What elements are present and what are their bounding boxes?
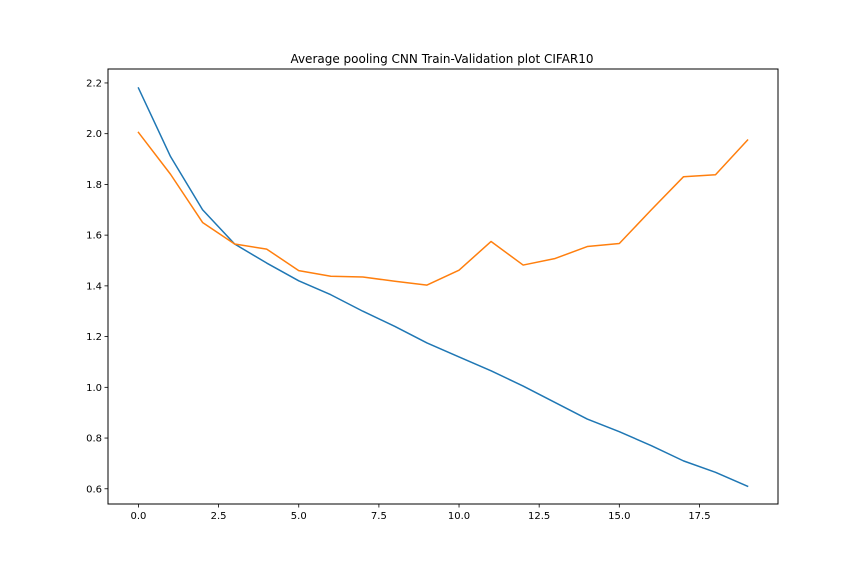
x-tick-label: 7.5 <box>371 511 387 522</box>
y-tick-label: 0.6 <box>86 484 102 495</box>
x-tick-label: 12.5 <box>528 511 550 522</box>
series-line-2 <box>137 131 749 286</box>
y-tick-label: 1.6 <box>86 231 102 242</box>
series-layer <box>137 87 749 488</box>
x-tick-label: 10.0 <box>448 511 470 522</box>
x-axis: 0.0 2.5 5.0 7.5 10.0 12.5 15.0 17.5 <box>131 504 711 522</box>
series-line-1 <box>137 87 749 488</box>
y-tick-label: 2.2 <box>86 78 102 89</box>
y-tick-label: 1.2 <box>86 332 102 343</box>
y-tick-label: 1.4 <box>86 281 102 292</box>
plot-area: 0.0 2.5 5.0 7.5 10.0 12.5 15.0 17.5 0.6 0.8 1.0 1.… <box>86 68 779 522</box>
x-tick-label: 0.0 <box>131 511 147 522</box>
chart-title: Average pooling CNN Train-Validation plo… <box>290 52 593 66</box>
y-tick-label: 1.0 <box>86 383 102 394</box>
x-tick-label: 2.5 <box>211 511 227 522</box>
x-tick-label: 17.5 <box>688 511 710 522</box>
y-tick-label: 1.8 <box>86 180 102 191</box>
x-tick-label: 15.0 <box>608 511 630 522</box>
x-tick-label: 5.0 <box>291 511 307 522</box>
y-tick-label: 0.8 <box>86 434 102 445</box>
y-tick-label: 2.0 <box>86 129 102 140</box>
plot-frame <box>107 68 779 505</box>
y-axis: 0.6 0.8 1.0 1.2 1.4 1.6 1.8 2.0 2.2 <box>86 78 108 495</box>
